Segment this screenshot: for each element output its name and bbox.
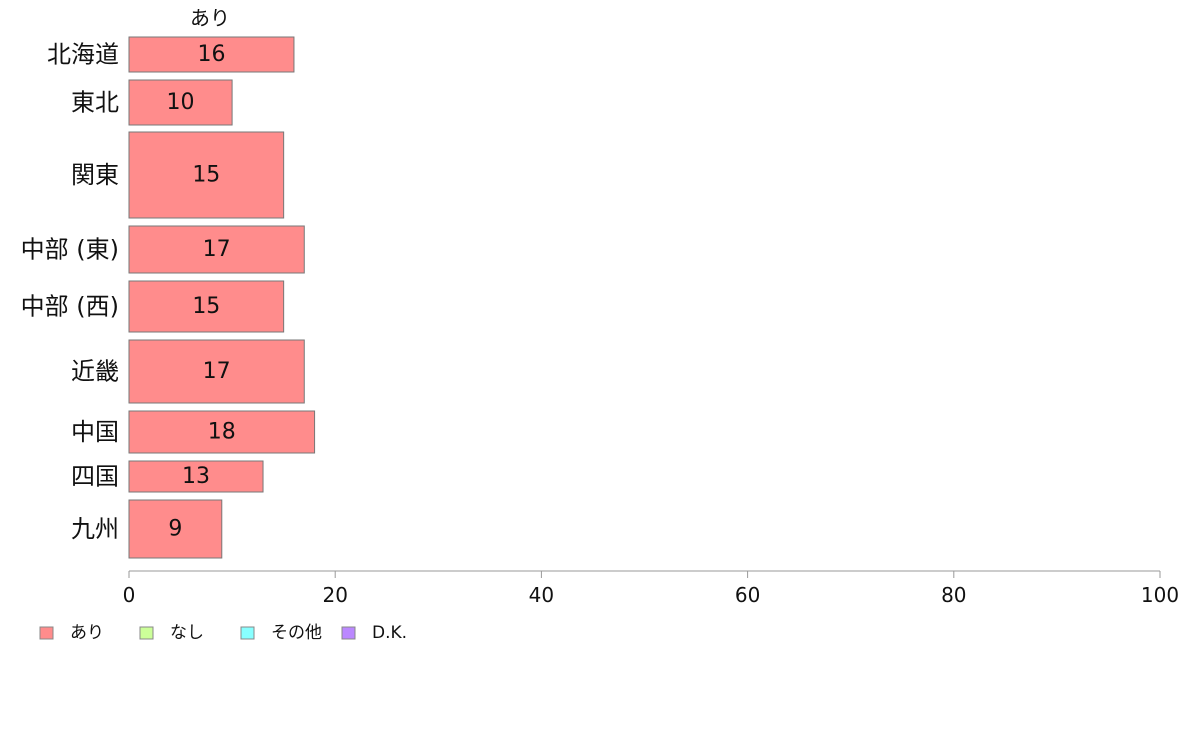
legend-swatch <box>341 626 356 640</box>
data-label: 15 <box>192 294 220 319</box>
bar <box>128 280 285 333</box>
category-label: 中部 (東) <box>21 236 119 264</box>
bar <box>128 131 285 219</box>
bar <box>128 36 295 73</box>
legend: あり なし その他 D.K. <box>39 623 407 643</box>
category-label: 中部 (西) <box>21 293 119 321</box>
legend-label: D.K. <box>372 623 407 643</box>
bar <box>128 460 264 493</box>
legend-swatch <box>39 626 54 640</box>
x-tick-label: 40 <box>529 583 554 607</box>
legend-label: なし <box>170 623 204 643</box>
category-label: 関東 <box>71 161 119 189</box>
category-label: 東北 <box>71 89 119 117</box>
legend-label: あり <box>70 623 104 643</box>
category-label: 四国 <box>71 463 119 491</box>
data-label: 15 <box>192 163 220 188</box>
bar <box>128 339 305 404</box>
bar <box>128 79 233 126</box>
x-tick-label: 80 <box>941 583 966 607</box>
x-tick-label: 20 <box>322 583 347 607</box>
legend-swatch <box>240 626 255 640</box>
bar <box>128 225 305 274</box>
legend-swatch <box>139 626 154 640</box>
data-label: 17 <box>203 237 231 262</box>
bars: 北海道 16 東北 10 関東 15 中部 (東) 17 中部 (西) 15 近畿 17 中国 18 四国 1… <box>21 36 316 559</box>
data-label: 9 <box>168 517 182 542</box>
legend-label: その他 <box>271 623 322 643</box>
bar <box>128 499 223 559</box>
category-label: 北海道 <box>47 41 119 69</box>
x-tick-label: 60 <box>735 583 760 607</box>
bar <box>128 410 316 454</box>
data-label: 16 <box>197 42 225 67</box>
x-tick-label: 0 <box>123 583 136 607</box>
data-label: 18 <box>208 420 236 445</box>
x-axis: 0 20 40 60 80 100 <box>123 570 1179 607</box>
category-label: 中国 <box>71 418 119 446</box>
x-tick-label: 100 <box>1141 583 1179 607</box>
data-label: 17 <box>203 359 231 384</box>
category-label: 九州 <box>71 515 119 543</box>
column-label: あり <box>190 6 230 30</box>
data-label: 10 <box>167 90 195 115</box>
data-label: 13 <box>182 464 210 489</box>
category-label: 近畿 <box>71 358 119 386</box>
